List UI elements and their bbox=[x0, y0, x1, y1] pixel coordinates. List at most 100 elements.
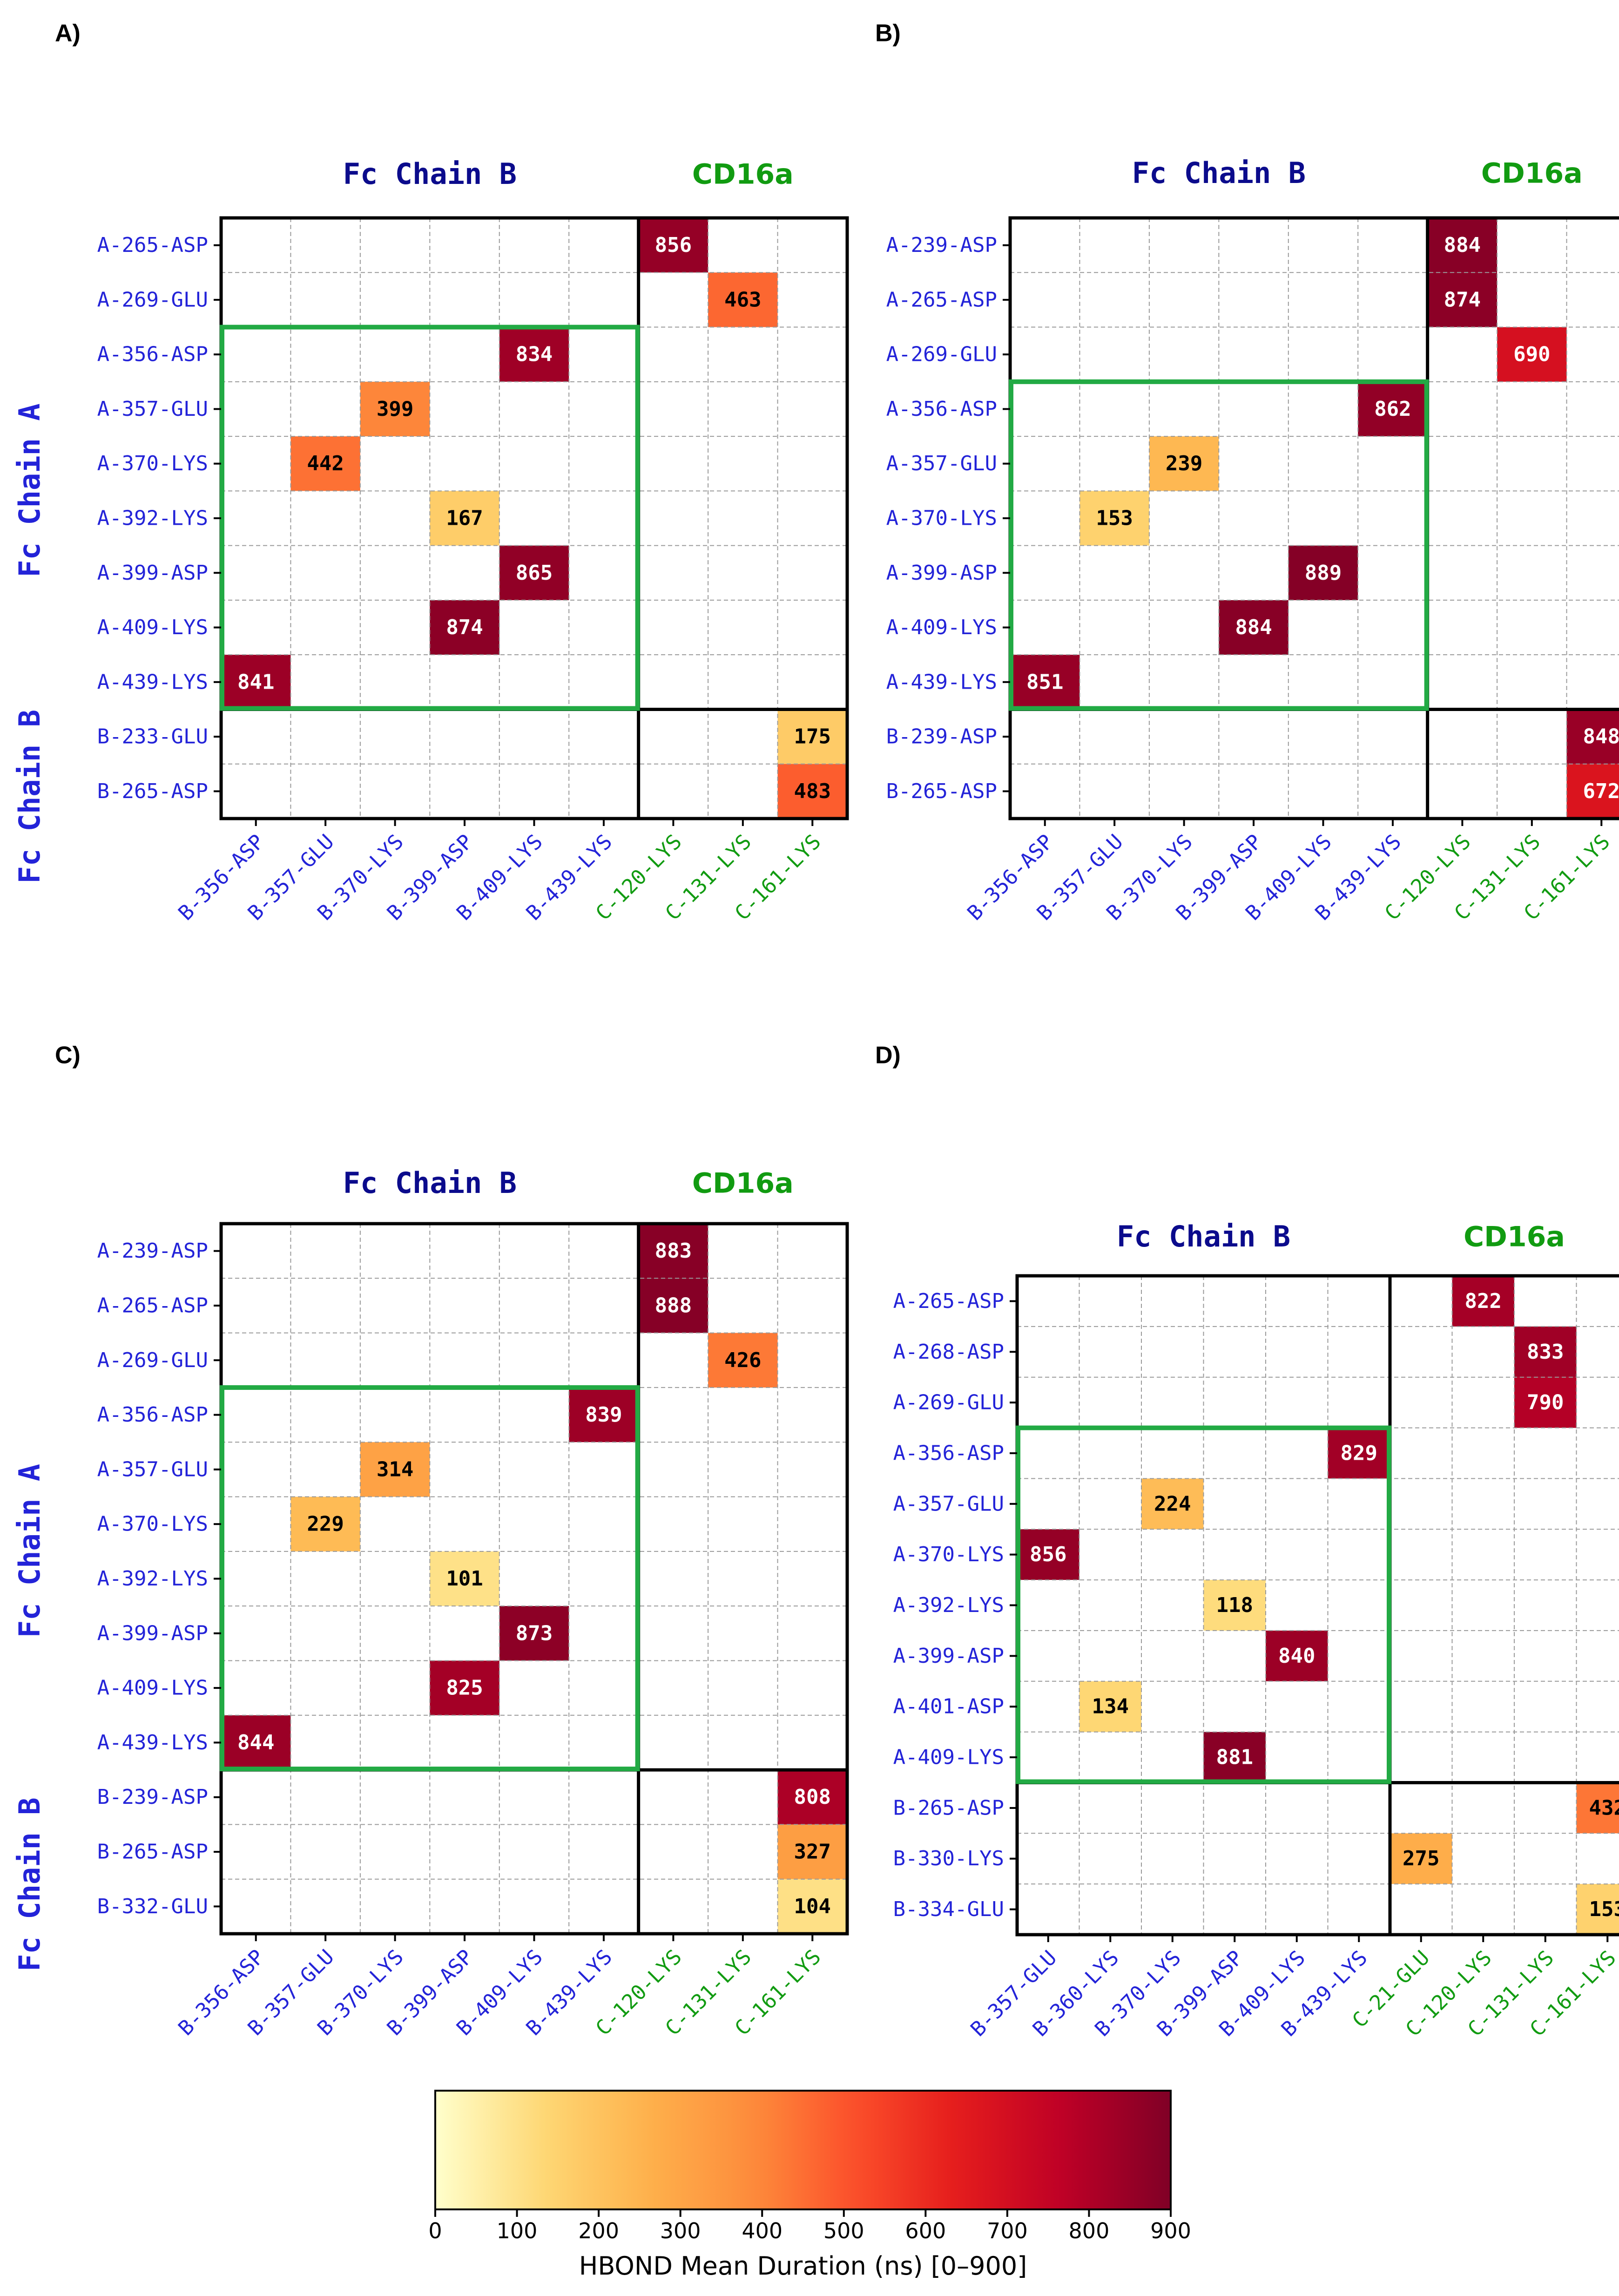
row-label: A-439-LYS bbox=[97, 1731, 208, 1754]
row-label: A-401-ASP bbox=[893, 1695, 1004, 1719]
row-label: A-399-ASP bbox=[893, 1644, 1004, 1668]
cell-value-label: 314 bbox=[377, 1457, 413, 1481]
cell-value-label: 839 bbox=[585, 1403, 622, 1427]
row-label: B-233-GLU bbox=[97, 725, 208, 749]
cell-value-label: 834 bbox=[516, 343, 553, 366]
colorbar-tick-label: 200 bbox=[578, 2218, 619, 2243]
col-group-title-fc-chain-b: Fc Chain B bbox=[343, 157, 517, 191]
row-label: B-239-ASP bbox=[886, 725, 997, 749]
cell-value-label: 808 bbox=[794, 1785, 831, 1809]
cell-value-label: 874 bbox=[446, 616, 483, 639]
heatmap-panel-c: C)88388842683931422910187382584480832710… bbox=[13, 1042, 847, 2040]
row-group-label-fc-chain-b: Fc Chain B bbox=[13, 1797, 47, 1971]
row-label: B-330-LYS bbox=[893, 1847, 1004, 1870]
row-label: A-269-GLU bbox=[97, 1348, 208, 1372]
cell-value-label: 841 bbox=[237, 670, 274, 694]
row-label: A-268-ASP bbox=[893, 1340, 1004, 1364]
cell-value-label: 229 bbox=[307, 1512, 344, 1536]
row-label: A-370-LYS bbox=[893, 1543, 1004, 1566]
row-label: A-392-LYS bbox=[97, 1567, 208, 1591]
colorbar-tick-label: 400 bbox=[742, 2218, 783, 2243]
panel-label: B) bbox=[875, 20, 901, 47]
row-label: A-399-ASP bbox=[97, 1621, 208, 1645]
row-label: A-392-LYS bbox=[97, 507, 208, 530]
cell-value-label: 153 bbox=[1096, 507, 1133, 530]
cell-value-label: 224 bbox=[1154, 1492, 1191, 1516]
row-label: A-409-LYS bbox=[97, 1676, 208, 1700]
col-group-title-fc-chain-b: Fc Chain B bbox=[1132, 156, 1306, 190]
row-label: A-239-ASP bbox=[886, 233, 997, 257]
cell-value-label: 118 bbox=[1216, 1593, 1253, 1617]
colorbar-tick-label: 900 bbox=[1150, 2218, 1191, 2243]
colorbar-tick-label: 100 bbox=[497, 2218, 538, 2243]
cell-value-label: 690 bbox=[1513, 343, 1550, 366]
heatmap-panel-b: B)884874690862239153889884851848672A-239… bbox=[875, 20, 1619, 925]
row-label: A-409-LYS bbox=[893, 1746, 1004, 1769]
cell-value-label: 883 bbox=[655, 1239, 692, 1263]
cell-value-label: 856 bbox=[1030, 1543, 1066, 1566]
cell-value-label: 884 bbox=[1444, 233, 1481, 257]
cell-value-label: 101 bbox=[446, 1567, 483, 1591]
row-label: A-392-LYS bbox=[893, 1593, 1004, 1617]
cell-value-label: 851 bbox=[1026, 670, 1063, 694]
row-group-label-fc-chain-b: Fc Chain B bbox=[13, 710, 47, 883]
cell-value-label: 829 bbox=[1341, 1441, 1377, 1465]
col-group-title-fc-chain-b: Fc Chain B bbox=[1117, 1219, 1290, 1253]
cell-value-label: 873 bbox=[516, 1621, 553, 1645]
colorbar-tick-label: 600 bbox=[905, 2218, 946, 2243]
row-label: B-239-ASP bbox=[97, 1785, 208, 1809]
cell-value-label: 104 bbox=[794, 1895, 831, 1918]
colorbar-bar bbox=[435, 2091, 1171, 2209]
row-label: A-265-ASP bbox=[893, 1289, 1004, 1313]
cell-value-label: 442 bbox=[307, 452, 344, 475]
row-label: A-356-ASP bbox=[97, 343, 208, 366]
row-label: A-409-LYS bbox=[97, 616, 208, 639]
cell-value-label: 856 bbox=[655, 233, 692, 257]
cell-value-label: 483 bbox=[794, 779, 831, 803]
cell-value-label: 840 bbox=[1278, 1644, 1315, 1668]
heatmap-panel-a: A)856463834399442167865874841175483A-265… bbox=[13, 20, 847, 925]
row-label: A-239-ASP bbox=[97, 1239, 208, 1263]
row-label: B-265-ASP bbox=[97, 779, 208, 803]
row-label: A-356-ASP bbox=[97, 1403, 208, 1427]
col-group-title-cd16a: CD16a bbox=[692, 1167, 794, 1200]
row-group-label-fc-chain-a: Fc Chain A bbox=[13, 1464, 47, 1638]
colorbar-label: HBOND Mean Duration (ns) [0–900] bbox=[579, 2251, 1027, 2281]
cell-value-label: 884 bbox=[1235, 616, 1272, 639]
cell-value-label: 889 bbox=[1305, 561, 1342, 585]
cell-value-label: 327 bbox=[794, 1840, 831, 1864]
heatmap-panel-d: D)82283379082922485611884013488143227515… bbox=[875, 1042, 1619, 2041]
cell-value-label: 862 bbox=[1374, 397, 1411, 421]
cell-value-label: 790 bbox=[1527, 1391, 1564, 1415]
colorbar-tick-label: 800 bbox=[1069, 2218, 1110, 2243]
row-label: A-269-GLU bbox=[886, 343, 997, 366]
cell-value-label: 881 bbox=[1216, 1746, 1253, 1769]
row-label: A-265-ASP bbox=[97, 1294, 208, 1317]
row-label: A-269-GLU bbox=[97, 288, 208, 312]
cell-value-label: 833 bbox=[1527, 1340, 1564, 1364]
col-group-title-fc-chain-b: Fc Chain B bbox=[343, 1166, 517, 1200]
row-label: A-370-LYS bbox=[886, 507, 997, 530]
row-label: B-332-GLU bbox=[97, 1895, 208, 1918]
cell-value-label: 399 bbox=[377, 397, 413, 421]
row-label: A-399-ASP bbox=[97, 561, 208, 585]
row-label: A-399-ASP bbox=[886, 561, 997, 585]
row-label: A-357-GLU bbox=[886, 452, 997, 475]
cell-value-label: 888 bbox=[655, 1294, 692, 1317]
row-label: A-357-GLU bbox=[97, 397, 208, 421]
colorbar-tick-label: 700 bbox=[987, 2218, 1028, 2243]
panel-label: C) bbox=[55, 1042, 81, 1069]
row-label: A-439-LYS bbox=[886, 670, 997, 694]
cell-value-label: 432 bbox=[1589, 1796, 1619, 1820]
row-label: A-265-ASP bbox=[97, 233, 208, 257]
cell-value-label: 275 bbox=[1403, 1847, 1439, 1870]
colorbar-tick-label: 300 bbox=[660, 2218, 701, 2243]
panel-label: A) bbox=[55, 20, 81, 47]
row-label: A-439-LYS bbox=[97, 670, 208, 694]
col-group-title-cd16a: CD16a bbox=[692, 158, 794, 191]
row-label: A-357-GLU bbox=[97, 1457, 208, 1481]
cell-value-label: 822 bbox=[1465, 1289, 1502, 1313]
